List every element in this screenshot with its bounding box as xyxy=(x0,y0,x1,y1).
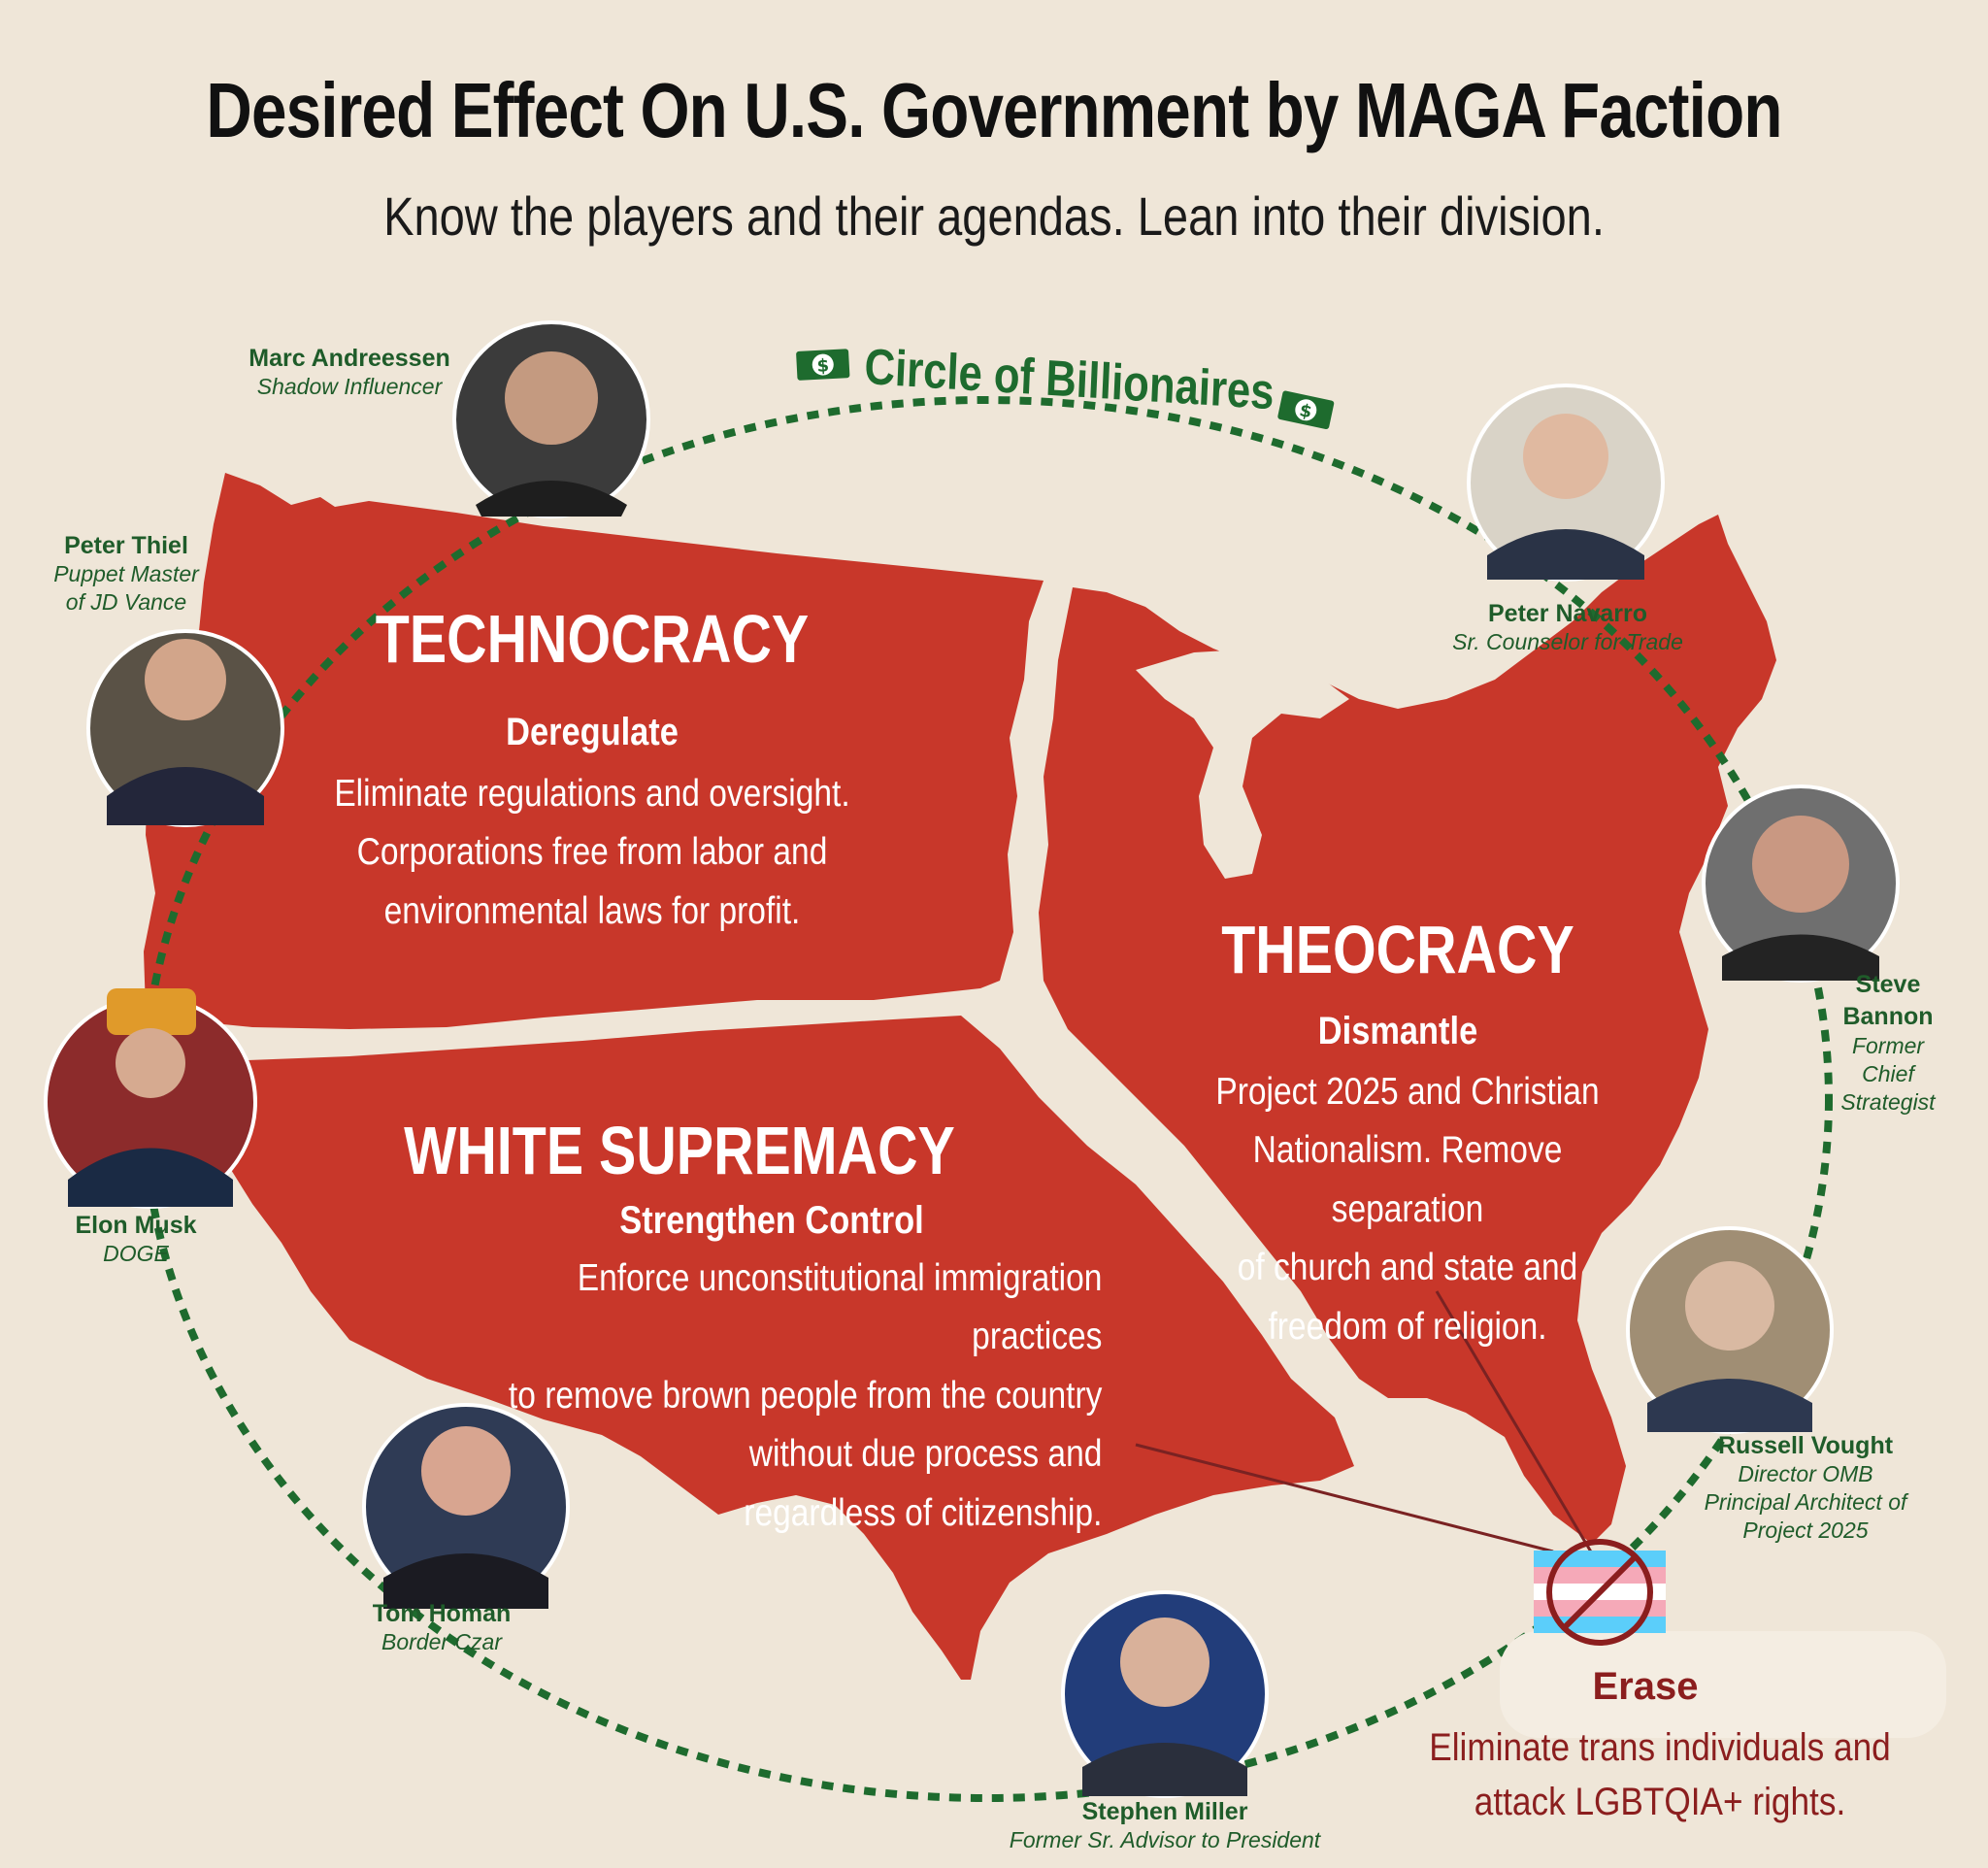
person-role: Border Czar xyxy=(381,1629,502,1654)
person-name: Stephen Miller xyxy=(1081,1798,1248,1825)
theocracy-heading: THEOCRACY xyxy=(1221,912,1574,987)
person-homan: Tom Homan Border Czar xyxy=(345,1600,539,1656)
person-navarro: Peter Navarro Sr. Counselor for Trade xyxy=(1398,600,1738,656)
person-andreessen: Marc Andreessen Shadow Influencer xyxy=(238,345,461,401)
white-supremacy-description: Enforce unconstitutional immigration pra… xyxy=(508,1257,1103,1534)
erase-description: Eliminate trans individuals and attack L… xyxy=(1429,1726,1891,1823)
person-role: Former Chief Strategist xyxy=(1840,1033,1936,1115)
portrait-navarro xyxy=(1467,384,1665,582)
person-miller: Stephen Miller Former Sr. Advisor to Pre… xyxy=(990,1798,1340,1854)
person-name: Elon Musk xyxy=(75,1212,197,1239)
portrait-bannon xyxy=(1702,784,1900,983)
technocracy-heading: TECHNOCRACY xyxy=(375,601,810,677)
person-name: Peter Navarro xyxy=(1488,600,1647,627)
person-bannon: Steve Bannon Former Chief Strategist xyxy=(1825,969,1951,1116)
person-musk: Elon Musk DOGE xyxy=(49,1212,223,1268)
great-lakes xyxy=(1136,649,1349,879)
erase-callout-background xyxy=(1500,1631,1946,1738)
white-supremacy-map-region xyxy=(218,1016,1354,1680)
portrait-thiel xyxy=(86,629,284,827)
technocracy-action: Deregulate xyxy=(506,711,679,753)
portrait-miller xyxy=(1061,1590,1269,1798)
theocracy-action: Dismantle xyxy=(1317,1010,1478,1052)
money-icon: $ xyxy=(1277,390,1335,430)
person-name: Marc Andreessen xyxy=(248,345,450,372)
page-subtitle: Know the players and their agendas. Lean… xyxy=(383,185,1605,247)
portrait-musk xyxy=(44,988,257,1209)
person-name: Steve Bannon xyxy=(1842,971,1934,1030)
technocracy-description: Eliminate regulations and oversight. Cor… xyxy=(334,773,850,932)
person-role: Sr. Counselor for Trade xyxy=(1452,629,1683,654)
person-role: Former Sr. Advisor to President xyxy=(1009,1827,1321,1852)
portrait-homan xyxy=(362,1403,570,1611)
technocracy-map-region xyxy=(144,473,1044,1029)
svg-text:$: $ xyxy=(1298,400,1314,422)
page-title: Desired Effect On U.S. Government by MAG… xyxy=(206,67,1782,153)
svg-text:$: $ xyxy=(816,355,830,377)
pointer-line xyxy=(1135,1443,1554,1553)
person-vought: Russell Vought Director OMB Principal Ar… xyxy=(1650,1432,1961,1544)
pointer-line xyxy=(1435,1290,1594,1554)
erase-heading: Erase xyxy=(1592,1665,1699,1708)
person-role: Director OMB Principal Architect of Proj… xyxy=(1704,1461,1907,1543)
white-supremacy-action: Strengthen Control xyxy=(619,1199,924,1242)
person-role: DOGE xyxy=(103,1241,169,1266)
white-supremacy-heading: WHITE SUPREMACY xyxy=(404,1113,955,1188)
theocracy-description: Project 2025 and Christian Nationalism. … xyxy=(1215,1071,1600,1348)
money-icon: $ xyxy=(796,349,850,381)
circle-of-billionaires-ring xyxy=(140,396,1833,1802)
person-role: Shadow Influencer xyxy=(256,374,443,399)
person-name: Russell Vought xyxy=(1717,1432,1894,1459)
crossed-out-trans-flag-icon xyxy=(1534,1539,1666,1646)
person-thiel: Peter Thiel Puppet Master of JD Vance xyxy=(29,532,223,617)
person-name: Tom Homan xyxy=(372,1600,512,1627)
portrait-andreessen xyxy=(452,320,650,518)
person-role: Puppet Master of JD Vance xyxy=(53,561,199,615)
person-name: Peter Thiel xyxy=(64,532,188,559)
portrait-vought xyxy=(1626,1226,1834,1434)
